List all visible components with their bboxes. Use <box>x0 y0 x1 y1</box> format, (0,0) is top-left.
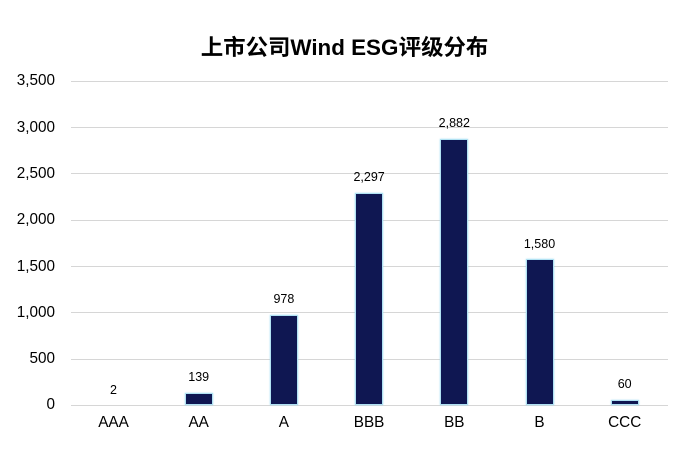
svg-text:Wind ESG: Wind ESG <box>290 35 398 60</box>
